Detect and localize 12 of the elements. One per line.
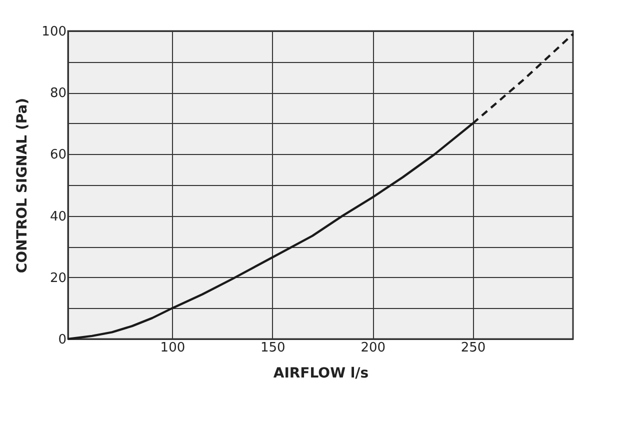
y-tick-label: 60 <box>50 148 66 163</box>
x-tick-label: 250 <box>460 340 486 356</box>
x-tick-label: 200 <box>360 340 386 356</box>
y-tick-label: 100 <box>42 24 66 40</box>
y-axis-title: CONTROL SIGNAL (Pa) <box>14 98 31 274</box>
y-tick-label: 40 <box>50 209 66 224</box>
x-axis-title: AIRFLOW l/s <box>273 366 369 382</box>
x-tick-label: 150 <box>260 340 286 356</box>
y-tick-label: 0 <box>58 332 66 348</box>
x-tick-label: 100 <box>160 340 186 356</box>
y-tick-label: 20 <box>50 270 66 286</box>
y-tick-label: 80 <box>50 86 66 102</box>
